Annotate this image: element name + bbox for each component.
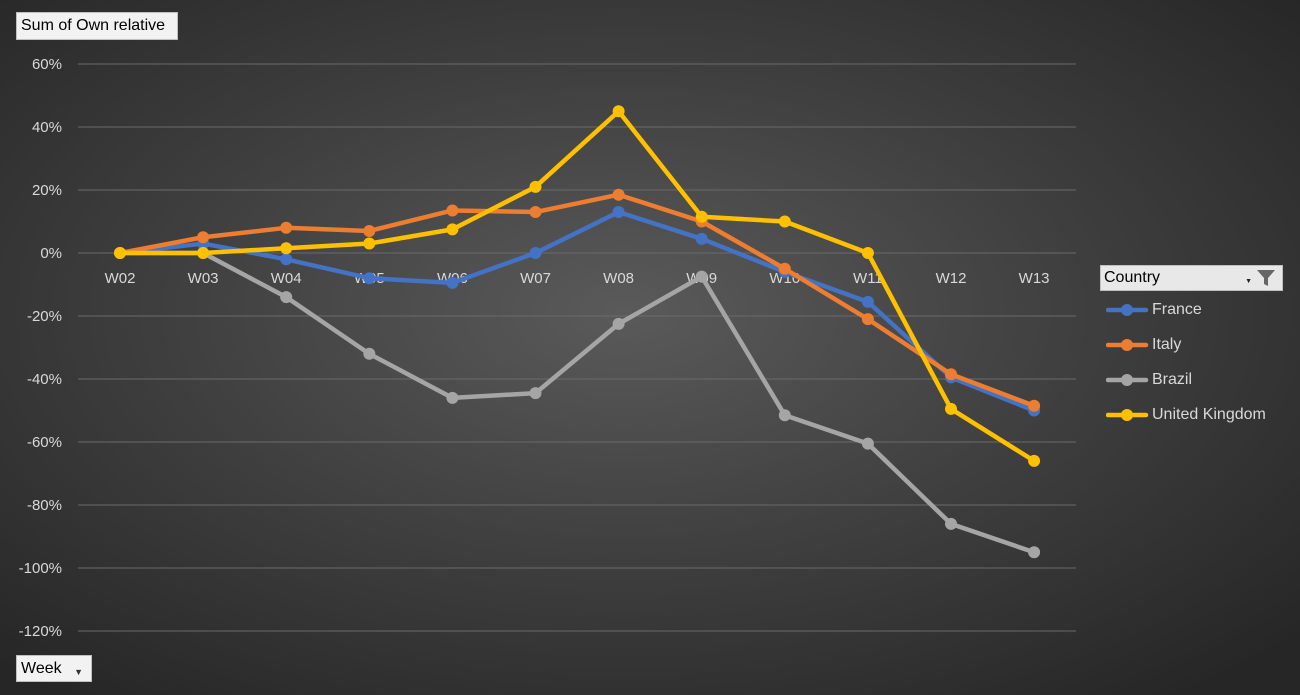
data-point-united-kingdom xyxy=(695,210,708,223)
data-point-united-kingdom xyxy=(945,402,957,415)
data-point-united-kingdom xyxy=(363,237,376,250)
filter-icon[interactable] xyxy=(1256,269,1276,287)
data-point-united-kingdom xyxy=(280,242,293,255)
data-point-brazil xyxy=(1028,546,1041,559)
value-field-label: Sum of Own relative xyxy=(21,17,166,34)
data-point-italy xyxy=(1028,399,1041,412)
x-tick-label: W12 xyxy=(936,270,967,287)
legend-label: Brazil xyxy=(1152,371,1193,388)
data-point-france xyxy=(612,206,625,219)
y-tick-label: 40% xyxy=(32,119,62,136)
data-point-france xyxy=(529,247,542,259)
data-point-united-kingdom xyxy=(861,247,874,259)
data-point-brazil xyxy=(945,517,957,530)
y-tick-label: -40% xyxy=(27,371,62,388)
y-tick-label: -20% xyxy=(27,308,62,325)
x-tick-label: W08 xyxy=(603,270,634,287)
data-point-italy xyxy=(529,206,542,219)
data-point-united-kingdom xyxy=(778,215,791,228)
x-tick-label: W03 xyxy=(188,270,219,287)
series-line-italy xyxy=(117,192,1037,409)
data-point-united-kingdom xyxy=(446,223,459,236)
data-point-brazil xyxy=(363,347,376,360)
data-point-united-kingdom xyxy=(612,105,625,118)
y-tick-label: 0% xyxy=(40,245,62,262)
week-field-label: Week xyxy=(21,659,62,677)
series-line-brazil xyxy=(117,250,1037,555)
data-point-italy xyxy=(280,221,293,234)
data-point-italy xyxy=(778,262,791,275)
data-point-united-kingdom xyxy=(529,180,542,193)
y-tick-label: 60% xyxy=(32,56,62,73)
y-tick-label: -120% xyxy=(19,623,62,640)
data-point-italy xyxy=(446,204,459,217)
y-tick-label: -80% xyxy=(27,497,62,514)
chevron-down-icon[interactable]: ▼ xyxy=(1245,278,1252,285)
data-point-brazil xyxy=(612,317,625,330)
data-point-italy xyxy=(861,313,874,326)
legend-title: Country xyxy=(1104,269,1161,286)
data-point-brazil xyxy=(280,291,293,304)
legend-label: Italy xyxy=(1152,336,1182,353)
chevron-down-icon[interactable]: ▼ xyxy=(74,667,83,677)
data-point-united-kingdom xyxy=(1028,454,1041,467)
data-point-france xyxy=(695,232,708,245)
legend-swatch-marker xyxy=(1121,339,1133,351)
legend-swatch xyxy=(1106,304,1149,316)
legend-swatch xyxy=(1106,409,1149,421)
data-point-france xyxy=(446,276,459,289)
series-line-france xyxy=(117,209,1037,413)
x-tick-label: W07 xyxy=(520,270,551,287)
data-point-brazil xyxy=(529,387,542,400)
y-tick-label: -100% xyxy=(19,560,62,577)
x-tick-label: W04 xyxy=(271,270,302,287)
x-tick-label: W11 xyxy=(853,270,883,287)
data-point-brazil xyxy=(695,270,708,283)
series-line-united-kingdom xyxy=(117,109,1037,464)
legend-swatch-marker xyxy=(1121,304,1133,316)
data-point-italy xyxy=(363,224,376,237)
x-tick-label: W02 xyxy=(105,270,136,287)
data-point-france xyxy=(861,295,874,308)
legend-swatch-marker xyxy=(1121,374,1133,386)
data-point-france xyxy=(280,253,293,266)
data-point-france xyxy=(363,272,376,285)
week-field-button[interactable]: Week ▼ xyxy=(16,655,92,682)
legend-swatch-marker xyxy=(1121,409,1133,421)
country-filter-button[interactable]: Country ▼ xyxy=(1100,265,1283,291)
data-point-italy xyxy=(197,231,210,244)
y-tick-label: 20% xyxy=(32,182,62,199)
legend-label: France xyxy=(1152,301,1202,318)
y-tick-label: -60% xyxy=(27,434,62,451)
data-point-united-kingdom xyxy=(197,247,210,259)
data-point-italy xyxy=(612,188,625,201)
value-field-button[interactable]: Sum of Own relative xyxy=(16,12,178,40)
data-point-brazil xyxy=(778,409,791,422)
data-point-brazil xyxy=(861,437,874,450)
x-tick-label: W13 xyxy=(1019,270,1050,287)
legend-swatch xyxy=(1106,339,1149,351)
legend-swatch xyxy=(1106,374,1149,386)
data-point-united-kingdom xyxy=(114,247,126,259)
data-point-brazil xyxy=(446,391,459,404)
data-point-italy xyxy=(945,368,957,381)
legend-label: United Kingdom xyxy=(1152,406,1266,423)
